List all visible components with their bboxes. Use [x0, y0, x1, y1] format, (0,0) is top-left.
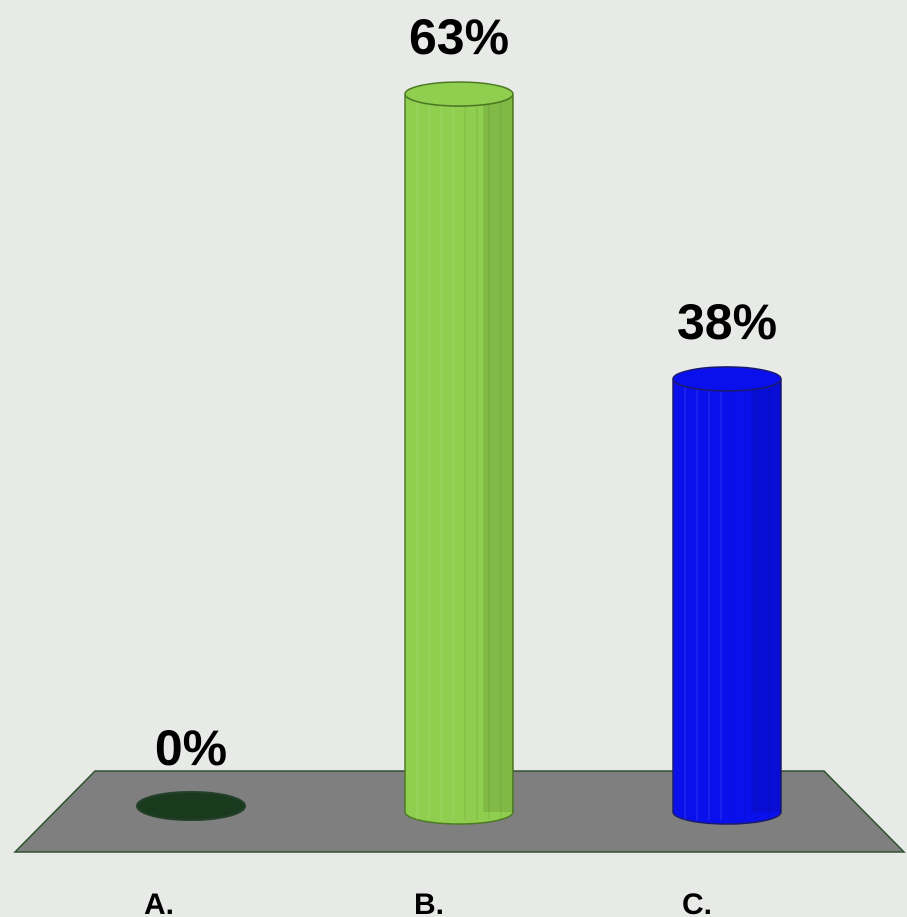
- bars-group: [136, 81, 782, 825]
- data-label-a: 0%: [155, 720, 227, 776]
- data-label-b: 63%: [409, 9, 509, 65]
- bar-a: [136, 791, 246, 821]
- category-label-a: A.: [144, 888, 174, 917]
- category-label-b: B.: [414, 888, 444, 917]
- data-label-c: 38%: [677, 294, 777, 350]
- category-label-c: C.: [682, 888, 712, 917]
- bar-b: [404, 81, 514, 825]
- labels-group: 0% A. 63% B. 38% C.: [144, 9, 777, 917]
- bar-c: [672, 366, 782, 825]
